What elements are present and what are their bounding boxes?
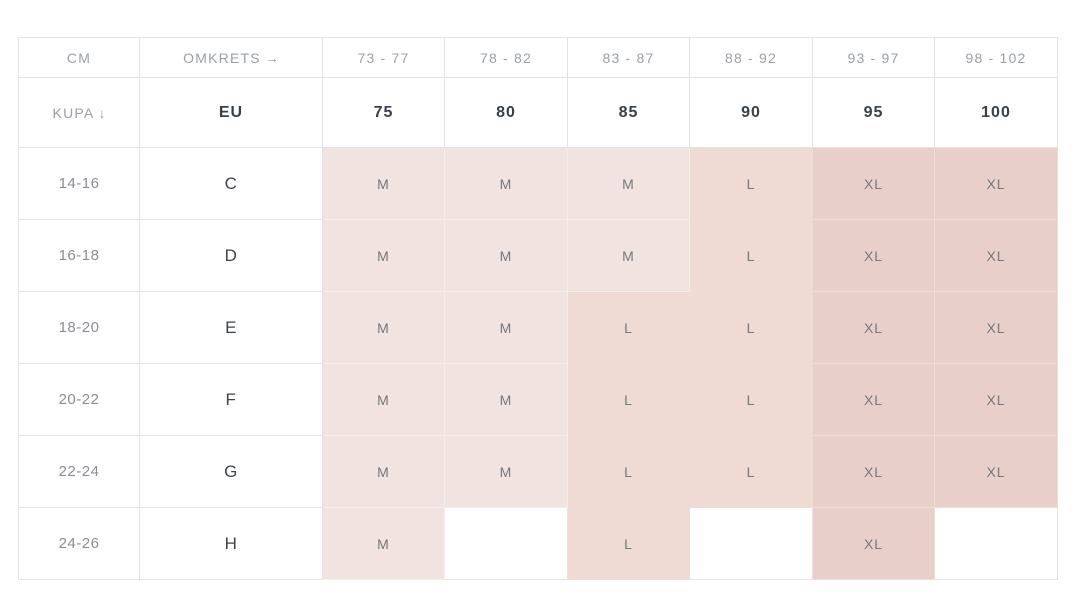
size-cell-l: L — [568, 292, 690, 364]
table-row: 16-18 D M M M L XL XL — [19, 220, 1058, 292]
cm-range-header-cell: 73 - 77 — [323, 38, 445, 78]
table-row: 18-20 E M M L L XL XL — [19, 292, 1058, 364]
size-cell-xl: XL — [813, 508, 935, 580]
size-chart-table: CM OMKRETS → 73 - 77 78 - 82 83 - 87 88 -… — [18, 37, 1058, 580]
size-cell-l: L — [568, 508, 690, 580]
band-size-header-cell: 100 — [935, 78, 1058, 148]
band-size-header-cell: 85 — [568, 78, 690, 148]
size-cell-empty — [690, 508, 813, 580]
cm-range-header-cell: 98 - 102 — [935, 38, 1058, 78]
cup-letter-cell: F — [140, 364, 323, 436]
cm-range-cell: 24-26 — [19, 508, 140, 580]
cm-range-header-cell: 93 - 97 — [813, 38, 935, 78]
size-cell-xl: XL — [935, 364, 1058, 436]
size-cell-m: M — [445, 364, 568, 436]
size-cell-empty — [445, 508, 568, 580]
band-size-header-cell: 90 — [690, 78, 813, 148]
size-cell-l: L — [568, 436, 690, 508]
arrow-down-icon: ↓ — [98, 104, 106, 121]
size-cell-xl: XL — [935, 436, 1058, 508]
eu-size-header-row: KUPA ↓ EU 75 80 85 90 95 100 — [19, 78, 1058, 148]
cup-letter-cell: E — [140, 292, 323, 364]
size-cell-m: M — [323, 220, 445, 292]
arrow-right-icon: → — [264, 49, 279, 66]
circumference-label: OMKRETS — [183, 49, 261, 66]
region-header-cell: EU — [140, 78, 323, 148]
band-size-header-cell: 75 — [323, 78, 445, 148]
cup-letter-cell: G — [140, 436, 323, 508]
cm-range-cell: 18-20 — [19, 292, 140, 364]
table-row: 22-24 G M M L L XL XL — [19, 436, 1058, 508]
size-cell-m: M — [323, 292, 445, 364]
size-cell-m: M — [445, 220, 568, 292]
size-cell-xl: XL — [813, 292, 935, 364]
cm-range-cell: 16-18 — [19, 220, 140, 292]
size-cell-xl: XL — [813, 220, 935, 292]
size-cell-xl: XL — [813, 148, 935, 220]
size-cell-m: M — [323, 436, 445, 508]
size-cell-m: M — [445, 148, 568, 220]
size-chart-container: CM OMKRETS → 73 - 77 78 - 82 83 - 87 88 -… — [18, 37, 1058, 580]
size-cell-xl: XL — [813, 436, 935, 508]
table-row: 14-16 C M M M L XL XL — [19, 148, 1058, 220]
cup-letter-cell: D — [140, 220, 323, 292]
size-cell-l: L — [690, 292, 813, 364]
cm-range-header-cell: 88 - 92 — [690, 38, 813, 78]
size-cell-xl: XL — [813, 364, 935, 436]
size-cell-m: M — [323, 508, 445, 580]
size-cell-m: M — [323, 148, 445, 220]
size-cell-m: M — [445, 436, 568, 508]
size-cell-xl: XL — [935, 148, 1058, 220]
size-cell-l: L — [690, 220, 813, 292]
size-cell-xl: XL — [935, 292, 1058, 364]
table-row: 20-22 F M M L L XL XL — [19, 364, 1058, 436]
cup-letter-cell: H — [140, 508, 323, 580]
cm-range-header-cell: 78 - 82 — [445, 38, 568, 78]
size-cell-m: M — [568, 148, 690, 220]
size-cell-m: M — [568, 220, 690, 292]
size-cell-l: L — [690, 148, 813, 220]
size-cell-l: L — [568, 364, 690, 436]
band-size-header-cell: 80 — [445, 78, 568, 148]
size-cell-l: L — [690, 364, 813, 436]
size-cell-m: M — [323, 364, 445, 436]
cup-header-cell: KUPA ↓ — [19, 78, 140, 148]
size-cell-empty — [935, 508, 1058, 580]
band-size-header-cell: 95 — [813, 78, 935, 148]
size-chart-body: 14-16 C M M M L XL XL 16-18 D M M M L XL XL 18-20 E M M L L XL… — [19, 148, 1058, 580]
measurement-header-row: CM OMKRETS → 73 - 77 78 - 82 83 - 87 88 -… — [19, 38, 1058, 78]
circumference-header-cell: OMKRETS → — [140, 38, 323, 78]
table-row: 24-26 H M L XL — [19, 508, 1058, 580]
unit-header-cell: CM — [19, 38, 140, 78]
cm-range-header-cell: 83 - 87 — [568, 38, 690, 78]
cm-range-cell: 22-24 — [19, 436, 140, 508]
cm-range-cell: 20-22 — [19, 364, 140, 436]
size-cell-xl: XL — [935, 220, 1058, 292]
cm-range-cell: 14-16 — [19, 148, 140, 220]
cup-letter-cell: C — [140, 148, 323, 220]
size-cell-m: M — [445, 292, 568, 364]
size-cell-l: L — [690, 436, 813, 508]
cup-label: KUPA — [52, 104, 95, 121]
